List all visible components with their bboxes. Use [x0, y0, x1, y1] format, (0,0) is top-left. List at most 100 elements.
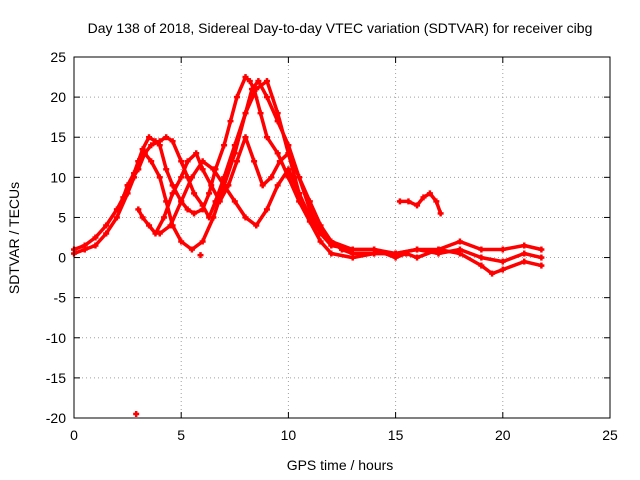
data-point	[169, 190, 176, 197]
data-point	[274, 150, 281, 157]
data-point	[317, 230, 324, 237]
data-point	[178, 238, 185, 245]
data-point	[146, 222, 153, 229]
data-point	[328, 250, 335, 257]
data-point	[405, 198, 412, 205]
data-point	[199, 158, 206, 165]
data-point	[456, 238, 463, 245]
y-tick-label: 25	[50, 49, 66, 65]
data-point	[478, 262, 485, 269]
data-point	[191, 190, 198, 197]
data-point	[242, 74, 249, 81]
y-tick-label: 10	[50, 169, 66, 185]
data-point	[231, 198, 238, 205]
data-point	[227, 118, 234, 125]
data-point	[92, 242, 99, 249]
x-axis-title: GPS time / hours	[287, 457, 394, 473]
x-tick-label: 5	[177, 427, 185, 443]
data-point	[499, 258, 506, 265]
data-point	[296, 174, 303, 181]
y-tick-label: 20	[50, 89, 66, 105]
data-point	[306, 214, 313, 221]
plot-frame	[73, 56, 611, 419]
data-point	[392, 250, 399, 257]
data-point	[156, 230, 163, 237]
data-point	[135, 166, 142, 173]
data-point	[135, 206, 142, 213]
data-point	[163, 166, 170, 173]
data-point	[178, 158, 185, 165]
data-point	[285, 150, 292, 157]
data-point	[268, 174, 275, 181]
data-point	[499, 266, 506, 273]
data-point	[156, 174, 163, 181]
data-point	[169, 182, 176, 189]
data-point	[148, 158, 155, 165]
data-point	[328, 238, 335, 245]
data-point	[276, 158, 283, 165]
data-point	[456, 250, 463, 257]
data-point	[371, 246, 378, 253]
series-layer	[71, 74, 545, 417]
x-tick-label: 0	[70, 427, 78, 443]
data-point	[167, 222, 174, 229]
data-point	[113, 214, 120, 221]
data-point	[184, 158, 191, 165]
data-point	[231, 150, 238, 157]
data-point	[420, 194, 427, 201]
data-point	[193, 150, 200, 157]
y-tick-label: 15	[50, 129, 66, 145]
data-point	[210, 166, 217, 173]
data-point	[414, 246, 421, 253]
data-point	[139, 214, 146, 221]
x-tick-label: 20	[495, 427, 511, 443]
y-tick-label: -15	[46, 370, 66, 386]
data-point	[435, 246, 442, 253]
data-point	[163, 134, 170, 141]
data-point	[146, 134, 153, 141]
data-point	[414, 202, 421, 209]
grid-layer	[74, 57, 610, 418]
data-point	[538, 262, 545, 269]
data-point	[242, 134, 249, 141]
data-point	[246, 78, 253, 85]
y-tick-label: -5	[54, 290, 67, 306]
axis-layer: 0 5 10 15 20 25 25 20 15 10 5 0 -5 -10 -15 -20	[46, 49, 618, 443]
data-point	[242, 214, 249, 221]
data-point	[263, 134, 270, 141]
data-point	[221, 142, 228, 149]
data-point	[233, 158, 240, 165]
data-point	[437, 210, 444, 217]
data-point	[285, 166, 292, 173]
data-point	[208, 182, 215, 189]
x-tick-label: 25	[602, 427, 618, 443]
data-point	[263, 94, 270, 101]
data-point	[210, 214, 217, 221]
data-point	[253, 86, 260, 93]
data-point	[253, 222, 260, 229]
y-tick-label: -10	[46, 330, 66, 346]
y-tick-label: -20	[46, 410, 66, 426]
data-point	[339, 246, 345, 253]
data-point	[103, 230, 110, 237]
data-point	[141, 150, 148, 157]
data-point	[349, 250, 356, 257]
y-tick-label: 5	[58, 209, 66, 225]
data-point	[178, 198, 185, 205]
data-point	[206, 190, 213, 197]
data-point	[489, 270, 496, 277]
data-point	[478, 254, 485, 261]
data-point	[188, 246, 195, 253]
data-point	[259, 182, 266, 189]
data-point	[233, 94, 240, 101]
data-point	[124, 190, 131, 197]
chart-title: Day 138 of 2018, Sidereal Day-to-day VTE…	[88, 20, 593, 36]
data-point	[184, 206, 191, 213]
data-point	[263, 206, 270, 213]
series-track-6-line	[398, 191, 443, 216]
data-point	[139, 146, 146, 153]
data-point	[103, 222, 110, 229]
data-point	[169, 138, 176, 145]
data-point	[178, 174, 185, 181]
